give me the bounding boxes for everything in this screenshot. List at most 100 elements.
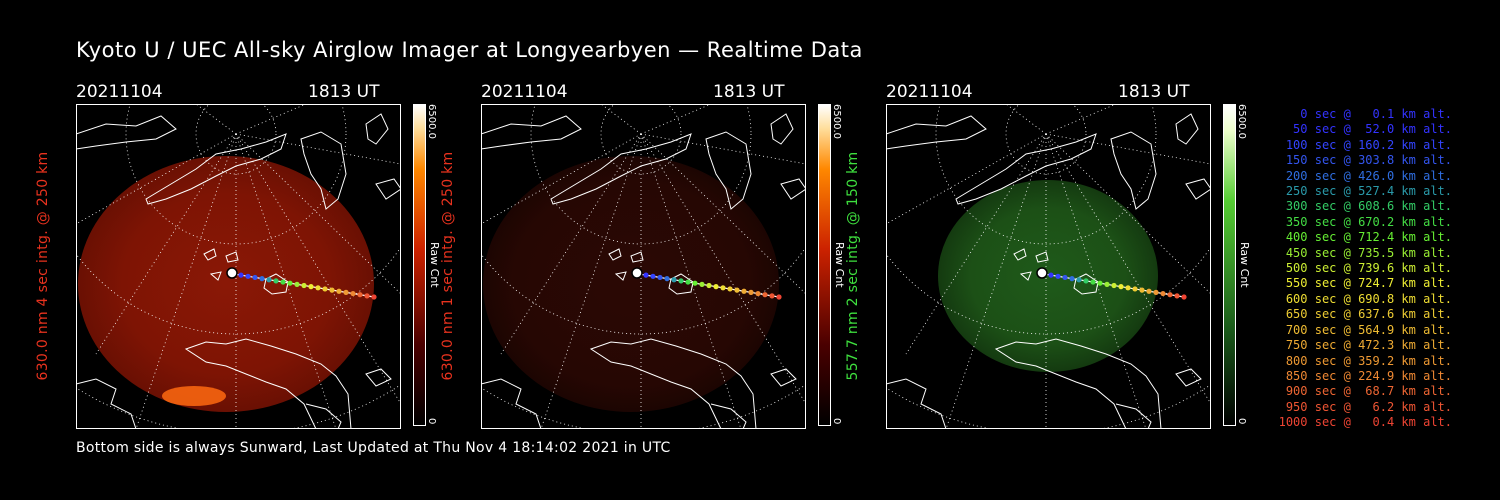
trajectory-point: [657, 274, 663, 281]
colorbar-unit: Raw Cnt: [833, 242, 846, 288]
trajectory-point: [678, 278, 684, 284]
trajectory-point: [308, 284, 314, 290]
airglow-image: [78, 156, 374, 412]
trajectory-point: [1132, 286, 1138, 292]
geo-grid: [481, 104, 806, 429]
coastlines: [886, 113, 1211, 429]
airglow-panel-630-4s: 20211104 1813 UT 630.0 nm 4 sec intg. @ …: [35, 82, 476, 432]
trajectory-point: [699, 281, 705, 287]
geo-grid: [886, 104, 1211, 429]
panel-date: 20211104: [481, 82, 568, 102]
airglow-image: [938, 180, 1158, 372]
colorbar: [413, 104, 426, 426]
trajectory-point: [280, 279, 286, 285]
legend-entry: 450 sec @ 735.5 km alt.: [1285, 245, 1452, 260]
trajectory-point: [1146, 288, 1152, 294]
legend-entry: 1000 sec @ 0.4 km alt.: [1278, 415, 1452, 430]
trajectory-point: [1076, 277, 1082, 283]
trajectory-point: [266, 277, 272, 283]
trajectory-point: [1083, 278, 1089, 284]
panel-ylabel: 630.0 nm 1 sec intg. @ 250 km: [440, 151, 456, 381]
trajectory-point: [1181, 294, 1187, 300]
trajectory-point: [671, 277, 677, 283]
trajectory-point: [755, 290, 761, 297]
trajectory-point: [245, 273, 251, 279]
colorbar: [818, 104, 831, 426]
trajectory-point: [1097, 280, 1103, 286]
colorbar-max: 6500.0: [831, 104, 842, 139]
legend-entry: 250 sec @ 527.4 km alt.: [1285, 184, 1452, 199]
legend-entry: 300 sec @ 608.6 km alt.: [1285, 199, 1452, 214]
allsky-map-svg: [481, 104, 806, 429]
colorbar-unit: Raw Cnt: [1238, 242, 1251, 288]
trajectory-point: [301, 282, 307, 289]
trajectory-point: [1153, 289, 1159, 295]
trajectory-point: [664, 276, 670, 282]
legend-entry: 650 sec @ 637.6 km alt.: [1285, 307, 1452, 322]
trajectory-point: [322, 286, 328, 292]
trajectory-point: [364, 293, 370, 299]
trajectory-point: [1104, 281, 1110, 287]
station-marker: [226, 267, 238, 279]
trajectory-point: [769, 293, 775, 299]
trajectory-point: [1062, 274, 1068, 281]
legend-entry: 350 sec @ 670.2 km alt.: [1285, 214, 1452, 229]
trajectory: [631, 267, 782, 300]
colorbar-min: 0: [1236, 418, 1247, 425]
legend-entry: 100 sec @ 160.2 km alt.: [1285, 137, 1452, 152]
airglow-image: [483, 156, 779, 412]
trajectory-point: [1090, 279, 1096, 285]
trajectory: [1036, 267, 1187, 300]
colorbar-max: 6500.0: [426, 104, 437, 139]
trajectory-point: [748, 289, 754, 295]
trajectory-point: [1118, 284, 1124, 290]
aurora-patch: [162, 386, 226, 406]
colorbar-min: 0: [831, 418, 842, 425]
trajectory-point: [371, 294, 377, 300]
trajectory-legend: 0 sec @ 0.1 km alt. 50 sec @ 52.0 km alt.…: [1262, 107, 1452, 431]
trajectory-point: [706, 282, 712, 289]
trajectory-point: [1160, 290, 1166, 297]
colorbar-unit: Raw Cnt: [428, 242, 441, 288]
trajectory-point: [1174, 293, 1180, 299]
airglow-panel-630-1s: 20211104 1813 UT 630.0 nm 1 sec intg. @ …: [440, 82, 881, 432]
map-frame: [886, 104, 1211, 429]
map-frame: [481, 104, 806, 429]
trajectory-point: [252, 274, 258, 281]
footer-note: Bottom side is always Sunward, Last Upda…: [76, 440, 671, 456]
legend-entry: 550 sec @ 724.7 km alt.: [1285, 276, 1452, 291]
panel-date: 20211104: [886, 82, 973, 102]
legend-entry: 150 sec @ 303.8 km alt.: [1285, 153, 1452, 168]
trajectory-point: [741, 288, 747, 294]
trajectory-point: [357, 292, 363, 298]
legend-entry: 700 sec @ 564.9 km alt.: [1285, 322, 1452, 337]
colorbar-max: 6500.0: [1236, 104, 1247, 139]
colorbar-min: 0: [426, 418, 437, 425]
trajectory-point: [692, 280, 698, 286]
coastlines: [481, 113, 806, 429]
allsky-map-svg: [886, 104, 1211, 429]
trajectory-point: [294, 281, 300, 287]
trajectory-point: [1125, 285, 1131, 291]
panel-ylabel: 557.7 nm 2 sec intg. @ 150 km: [845, 151, 861, 381]
allsky-map: [886, 104, 1211, 429]
legend-entry: 50 sec @ 52.0 km alt.: [1293, 122, 1452, 137]
trajectory-point: [1048, 272, 1054, 278]
trajectory-point: [336, 288, 342, 294]
legend-entry: 200 sec @ 426.0 km alt.: [1285, 168, 1452, 183]
station-marker: [631, 267, 643, 279]
legend-entry: 600 sec @ 690.8 km alt.: [1285, 291, 1452, 306]
panel-time: 1813 UT: [713, 82, 785, 102]
trajectory-point: [643, 272, 649, 278]
legend-entry: 0 sec @ 0.1 km alt.: [1300, 107, 1452, 121]
trajectory-point: [1055, 273, 1061, 279]
allsky-map: [481, 104, 806, 429]
trajectory-point: [1111, 282, 1117, 289]
station-marker: [1036, 267, 1048, 279]
trajectory-point: [1069, 276, 1075, 282]
geo-grid: [76, 104, 401, 429]
legend-entry: 900 sec @ 68.7 km alt.: [1285, 384, 1452, 399]
trajectory-point: [287, 280, 293, 286]
legend-entry: 750 sec @ 472.3 km alt.: [1285, 338, 1452, 353]
panel-date: 20211104: [76, 82, 163, 102]
